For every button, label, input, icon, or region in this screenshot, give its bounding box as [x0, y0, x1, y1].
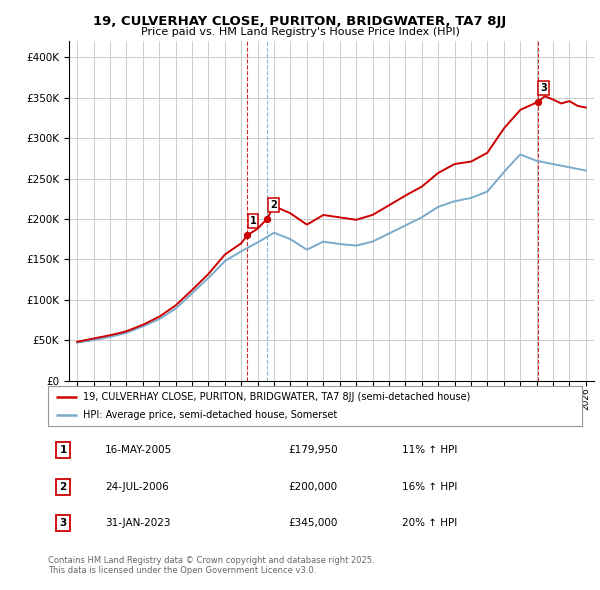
- Text: 3: 3: [59, 519, 67, 528]
- Point: [533, 97, 542, 107]
- Text: 16-MAY-2005: 16-MAY-2005: [105, 445, 172, 455]
- Point: [242, 231, 252, 240]
- Text: £345,000: £345,000: [288, 519, 337, 528]
- Text: 2: 2: [59, 482, 67, 491]
- Text: 19, CULVERHAY CLOSE, PURITON, BRIDGWATER, TA7 8JJ: 19, CULVERHAY CLOSE, PURITON, BRIDGWATER…: [94, 15, 506, 28]
- Text: 19, CULVERHAY CLOSE, PURITON, BRIDGWATER, TA7 8JJ (semi-detached house): 19, CULVERHAY CLOSE, PURITON, BRIDGWATER…: [83, 392, 470, 402]
- Text: 1: 1: [250, 216, 257, 226]
- Text: 31-JAN-2023: 31-JAN-2023: [105, 519, 170, 528]
- Text: 1: 1: [59, 445, 67, 455]
- Text: 24-JUL-2006: 24-JUL-2006: [105, 482, 169, 491]
- Text: 16% ↑ HPI: 16% ↑ HPI: [402, 482, 457, 491]
- Point: [262, 214, 272, 224]
- Text: 20% ↑ HPI: 20% ↑ HPI: [402, 519, 457, 528]
- Text: 11% ↑ HPI: 11% ↑ HPI: [402, 445, 457, 455]
- Text: Contains HM Land Registry data © Crown copyright and database right 2025.
This d: Contains HM Land Registry data © Crown c…: [48, 556, 374, 575]
- Text: Price paid vs. HM Land Registry's House Price Index (HPI): Price paid vs. HM Land Registry's House …: [140, 27, 460, 37]
- Text: £179,950: £179,950: [288, 445, 338, 455]
- Text: 3: 3: [541, 83, 547, 93]
- Text: £200,000: £200,000: [288, 482, 337, 491]
- Text: 2: 2: [270, 199, 277, 209]
- Text: HPI: Average price, semi-detached house, Somerset: HPI: Average price, semi-detached house,…: [83, 410, 337, 420]
